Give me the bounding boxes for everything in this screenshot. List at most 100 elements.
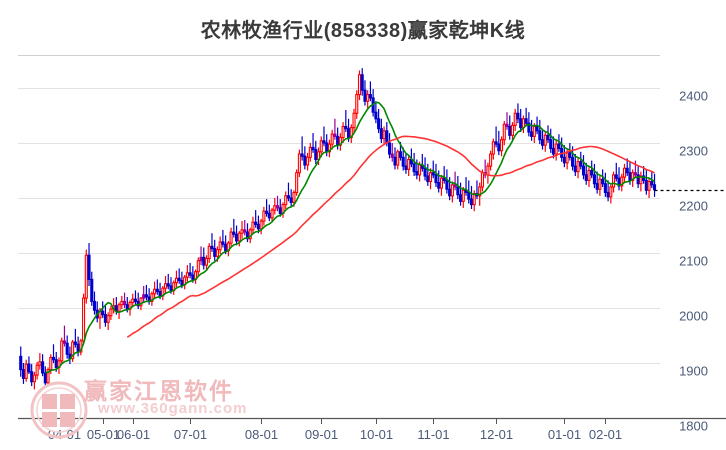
y-axis-tick-label: 2100 (679, 254, 708, 269)
candle-body (565, 152, 569, 164)
candle-body (166, 283, 170, 287)
candle-body (527, 122, 531, 133)
candle-body (229, 231, 233, 244)
candle-body (344, 125, 348, 130)
candle-body (590, 169, 594, 176)
candle-body (571, 156, 575, 167)
candle-body (73, 341, 77, 345)
candle-body (562, 156, 566, 164)
candle-body (295, 172, 299, 194)
candle-body (390, 153, 394, 158)
candle-body (459, 194, 463, 202)
candle-body (546, 134, 550, 141)
candle-body (480, 172, 484, 188)
x-axis-tick-label: 07-01 (174, 427, 207, 442)
candle-body (224, 243, 228, 252)
candle-body (30, 371, 34, 383)
candle-body (352, 112, 356, 129)
candle-body (215, 249, 219, 257)
candle-body (180, 279, 184, 286)
x-axis-tick-label: 04-01 (48, 427, 81, 442)
candle-body (204, 257, 209, 266)
x-axis-tick-label: 09-01 (305, 427, 338, 442)
candle-body (19, 355, 23, 371)
axis-lines (18, 55, 726, 420)
candle-body (639, 175, 643, 185)
candle-body (355, 94, 359, 114)
candle-body (467, 191, 471, 200)
moving-average-line (126, 135, 655, 338)
candle-body (494, 141, 498, 145)
candle-body (428, 172, 433, 183)
candle-body (103, 314, 107, 323)
candle-body (549, 139, 553, 150)
candle-body (177, 277, 181, 282)
candle-body (109, 308, 113, 317)
candle-body (396, 151, 400, 166)
candle-body (153, 288, 157, 295)
candle-body (439, 177, 443, 189)
candle-body (415, 171, 419, 176)
candle-body (82, 297, 86, 342)
candle-body (382, 130, 386, 140)
candle-body (581, 165, 586, 176)
candle-body (598, 178, 602, 190)
candle-body (325, 142, 329, 153)
candle-body (453, 184, 457, 188)
candle-body (551, 147, 556, 155)
y-axis-labels: 2400 2300 2200 2100 2000 1900 1800 (679, 89, 708, 434)
candle-body (43, 372, 47, 384)
candle-series (19, 68, 657, 390)
candle-body (213, 248, 217, 257)
x-axis-tick-label: 11-01 (417, 427, 449, 442)
candle-body (431, 172, 435, 176)
candle-body (644, 179, 648, 191)
y-axis-tick-label: 1800 (679, 419, 708, 434)
candle-body (379, 128, 383, 140)
candle-body (237, 232, 241, 242)
candle-body (456, 186, 460, 196)
candle-body (595, 183, 599, 190)
candle-body (142, 294, 146, 299)
candle-body (117, 304, 121, 312)
candle-body (51, 356, 56, 361)
candle-body (524, 118, 528, 124)
candle-body (554, 143, 558, 155)
candle-body (576, 161, 580, 173)
candle-body (461, 189, 465, 202)
candle-body (516, 112, 520, 120)
candle-body (106, 315, 110, 323)
candle-body (423, 167, 427, 177)
candle-body (404, 165, 408, 170)
candle-body (519, 118, 523, 129)
candle-body (60, 340, 64, 362)
candle-body (377, 118, 381, 130)
y-axis-tick-label: 2000 (679, 309, 708, 324)
candle-body (218, 241, 222, 251)
candle-body (169, 285, 173, 291)
page-title: 农林牧渔行业(858338)赢家乾坤K线 (200, 20, 526, 42)
candle-body (133, 298, 138, 302)
candle-body (628, 172, 632, 181)
candle-body (21, 369, 26, 379)
candle-body (368, 94, 372, 99)
candle-body (267, 212, 271, 219)
candle-body (76, 343, 80, 353)
candle-body (538, 130, 542, 141)
candle-body (336, 135, 340, 146)
candle-body (366, 94, 370, 102)
candle-body (251, 221, 255, 231)
candle-body (35, 364, 39, 376)
candle-body (278, 207, 282, 214)
candle-body (609, 186, 613, 198)
candle-body (647, 180, 651, 191)
candle-body (445, 179, 449, 190)
candle-body (306, 156, 310, 166)
candle-body (202, 256, 206, 266)
x-axis-tick-label: 05-01 (87, 427, 120, 442)
candle-body (275, 205, 280, 209)
candle-body (311, 146, 315, 151)
candle-body (210, 245, 214, 250)
candle-body (270, 209, 274, 219)
